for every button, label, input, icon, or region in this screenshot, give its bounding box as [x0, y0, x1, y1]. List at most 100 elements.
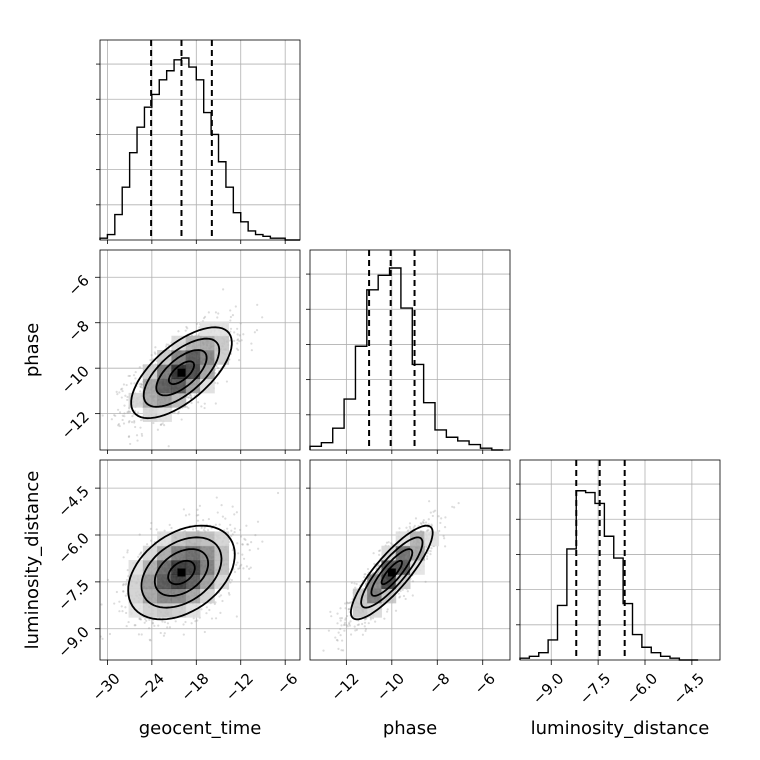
sample-point [245, 565, 248, 568]
density-cell [214, 560, 230, 575]
sample-point [364, 582, 367, 585]
y-tick-label: −9.0 [54, 623, 92, 661]
sample-point [202, 316, 206, 320]
sample-point [115, 390, 118, 394]
sample-point [165, 345, 168, 348]
sample-point [192, 528, 195, 531]
sample-point [363, 573, 366, 576]
sample-point [125, 624, 128, 628]
sample-point [344, 602, 347, 605]
sample-point [244, 538, 247, 541]
sample-point [349, 601, 352, 604]
sample-point [170, 526, 173, 530]
sample-point [149, 358, 152, 362]
contour-0 [168, 360, 195, 385]
x-axis-label: phase [383, 718, 437, 739]
y-tick-label: −10 [58, 362, 93, 397]
sample-point [141, 466, 143, 468]
density-cell [157, 560, 172, 575]
sample-point [342, 649, 345, 652]
sample-point [419, 522, 422, 525]
sample-point [214, 523, 217, 526]
sample-point [229, 581, 232, 584]
sample-point [215, 364, 218, 368]
histogram-luminosity_distance [519, 490, 699, 661]
sample-point [372, 552, 375, 555]
sample-point [336, 639, 339, 642]
sample-point [99, 456, 101, 458]
sample-point [229, 330, 232, 333]
sample-point [139, 385, 142, 388]
sample-point [140, 382, 143, 385]
sample-point [150, 521, 153, 525]
sample-point [217, 312, 220, 315]
sample-point [203, 402, 206, 405]
panel-frame [99, 459, 301, 661]
x-tick-label: −6 [471, 670, 499, 698]
sample-point [214, 402, 217, 405]
y-tick-label: −6.0 [54, 529, 92, 567]
histogram-panel-geocent_time [96, 39, 301, 241]
sample-point [354, 629, 357, 632]
y-axis-phase: −12 −10 −8 −6 phase [22, 271, 100, 443]
sample-point [227, 591, 231, 595]
sample-point [226, 527, 229, 530]
sample-point [123, 404, 126, 407]
sample-point [374, 620, 377, 623]
sample-point [167, 343, 170, 346]
sample-point [167, 445, 170, 448]
sample-point [241, 553, 244, 556]
sample-point [160, 423, 163, 426]
sample-point [127, 421, 131, 424]
sample-point [317, 662, 319, 664]
sample-point [124, 594, 127, 597]
sample-point [221, 599, 224, 603]
sample-point [409, 527, 412, 530]
sample-point [196, 619, 199, 622]
sample-point [101, 637, 104, 640]
density-cell [142, 407, 158, 422]
x-tick-label: −6 [273, 670, 301, 698]
sample-point [115, 590, 118, 594]
sample-point [205, 612, 208, 615]
contour-3 [130, 326, 233, 420]
sample-point [120, 396, 123, 399]
sample-point [214, 601, 217, 604]
sample-point [140, 383, 143, 386]
sample-point [221, 515, 225, 518]
sample-point [145, 543, 149, 546]
density-cell [157, 545, 172, 561]
sample-point [254, 534, 257, 537]
sample-point [122, 590, 125, 593]
density-cell [381, 545, 397, 561]
sample-point [233, 527, 237, 530]
sample-point [429, 511, 432, 514]
sample-point [198, 326, 201, 329]
sample-point [357, 623, 361, 626]
contour-1 [153, 548, 209, 597]
sample-point [156, 428, 159, 431]
sample-point [425, 546, 428, 549]
sample-point [330, 615, 333, 618]
sample-point [377, 570, 380, 574]
sample-point [123, 412, 126, 415]
sample-point [127, 374, 130, 378]
sample-point [429, 550, 432, 553]
sample-point [233, 531, 236, 534]
sample-point [122, 383, 126, 386]
sample-point [125, 383, 128, 387]
density-cell [142, 588, 158, 604]
density-peak [387, 568, 396, 577]
sample-point [378, 549, 382, 552]
sample-point [411, 580, 415, 583]
sample-point [140, 383, 143, 386]
sample-point [235, 347, 239, 350]
density-cell [185, 560, 201, 575]
sample-point [248, 549, 251, 552]
sample-point [165, 343, 168, 346]
sample-point [424, 580, 427, 583]
sample-point [242, 333, 245, 336]
sample-point [402, 594, 406, 598]
sample-point [126, 411, 129, 414]
sample-point [138, 383, 141, 386]
